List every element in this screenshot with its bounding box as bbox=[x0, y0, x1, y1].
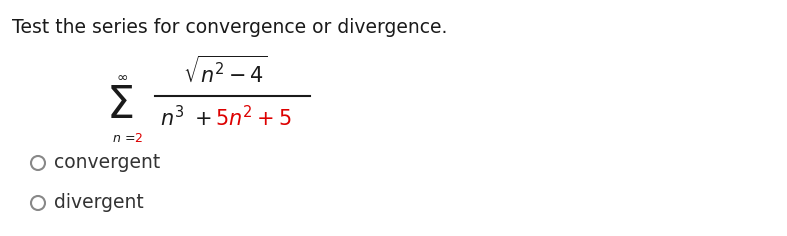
Text: divergent: divergent bbox=[54, 194, 144, 212]
Text: $n^3\ +\ $: $n^3\ +\ $ bbox=[160, 105, 212, 131]
Text: $\infty$: $\infty$ bbox=[116, 70, 128, 84]
Text: $2$: $2$ bbox=[134, 132, 142, 146]
Text: convergent: convergent bbox=[54, 153, 161, 173]
Text: Test the series for convergence or divergence.: Test the series for convergence or diver… bbox=[12, 18, 447, 37]
Text: $n\,=\,$: $n\,=\,$ bbox=[112, 132, 135, 146]
Text: $\Sigma$: $\Sigma$ bbox=[106, 84, 134, 126]
Text: $5n^2+5$: $5n^2+5$ bbox=[215, 105, 291, 131]
Text: $\sqrt{n^2-4}$: $\sqrt{n^2-4}$ bbox=[183, 56, 268, 88]
